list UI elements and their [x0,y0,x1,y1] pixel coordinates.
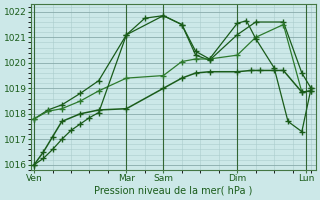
X-axis label: Pression niveau de la mer( hPa ): Pression niveau de la mer( hPa ) [94,186,253,196]
